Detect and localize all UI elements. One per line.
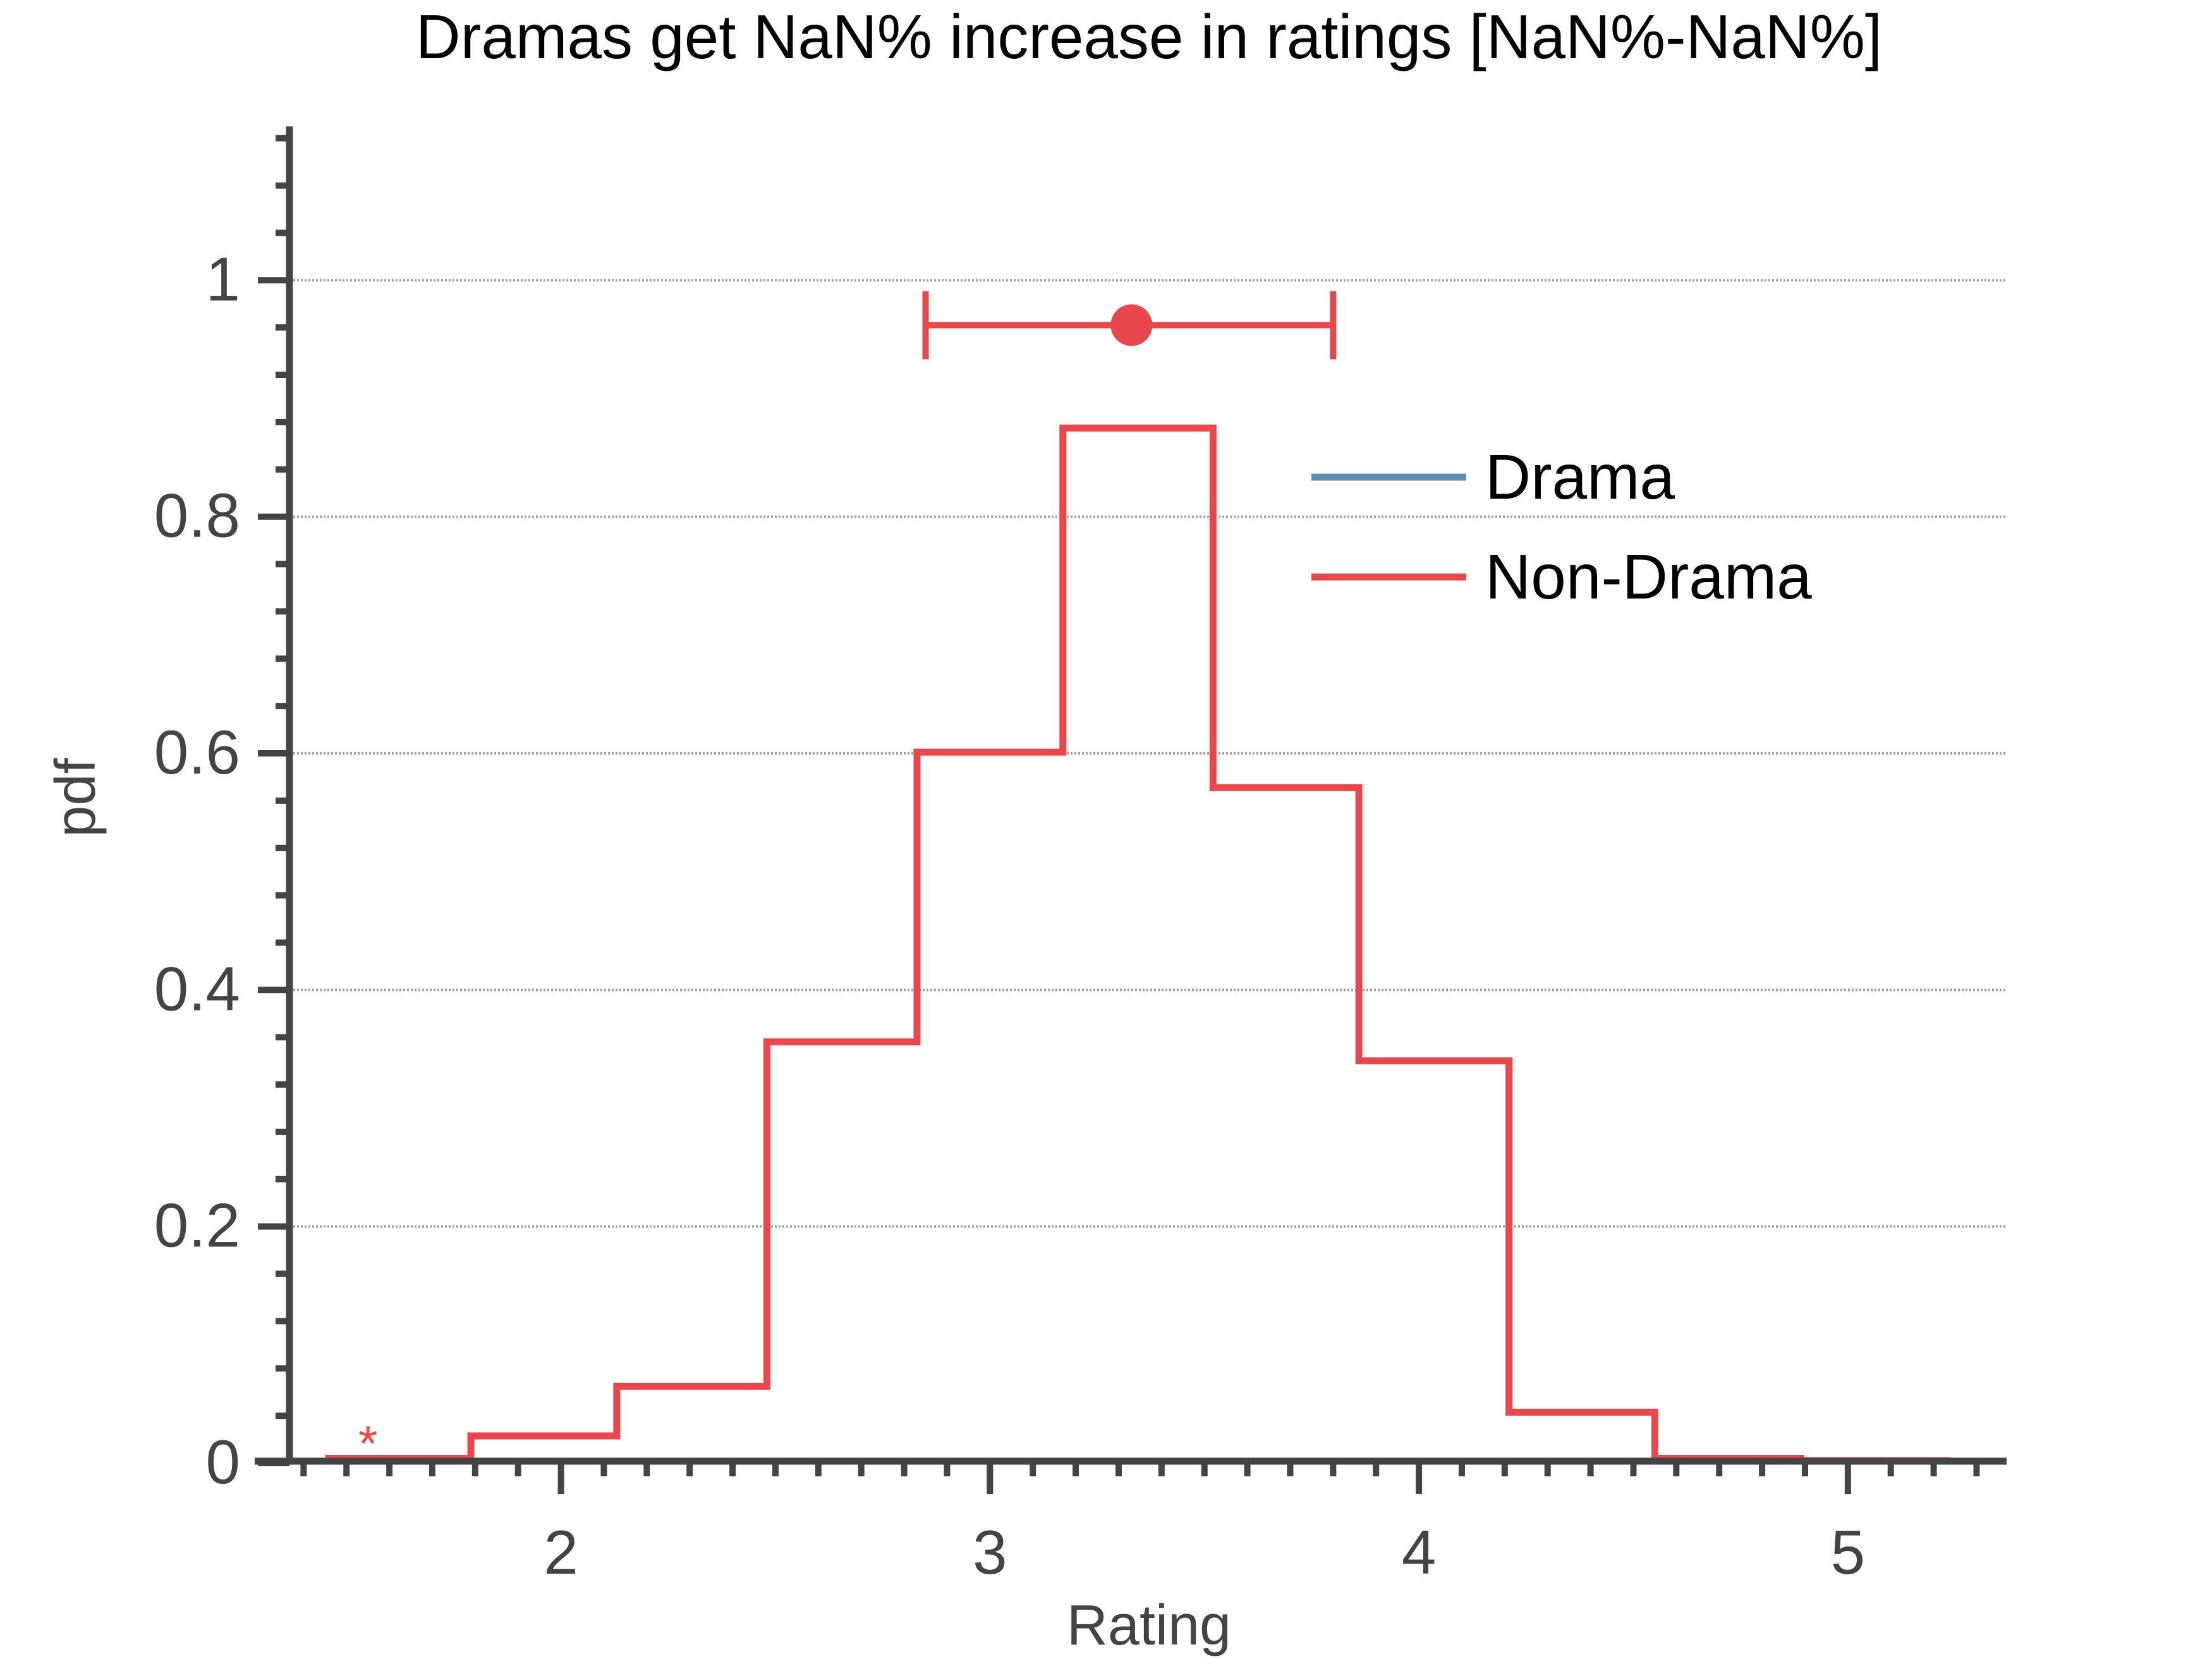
axes: 0 0.2 0.4 0.6 0.8 1 2 3 4 5: [154, 126, 2007, 1587]
legend-label-non-drama: Non-Drama: [1485, 542, 1812, 612]
y-tick-label: 0.4: [154, 954, 240, 1023]
x-tick-label: 5: [1831, 1517, 1866, 1587]
x-axis-label: Rating: [1067, 1594, 1231, 1657]
y-tick-label: 1: [205, 244, 240, 313]
legend: Drama Non-Drama: [1311, 442, 1812, 612]
series-lines: [325, 424, 1951, 1464]
chart-title: Dramas get NaN% increase in ratings [NaN…: [416, 2, 1882, 71]
y-tick-label: 0: [205, 1427, 240, 1497]
series-line-non-drama: [325, 424, 1951, 1464]
y-tick-label: 0.2: [154, 1191, 240, 1260]
annotations: *: [358, 291, 1337, 1471]
y-tick-label: 0.8: [154, 481, 240, 550]
y-axis-label: pdf: [44, 757, 107, 837]
x-tick-label: 4: [1402, 1517, 1437, 1587]
y-tick-label: 0.6: [154, 717, 240, 787]
legend-label-drama: Drama: [1485, 442, 1675, 513]
x-tick-label: 3: [973, 1517, 1007, 1587]
gridlines: [289, 279, 2007, 1228]
x-tick-label: 2: [544, 1517, 578, 1587]
errorbar-mean-marker: [1110, 304, 1153, 346]
